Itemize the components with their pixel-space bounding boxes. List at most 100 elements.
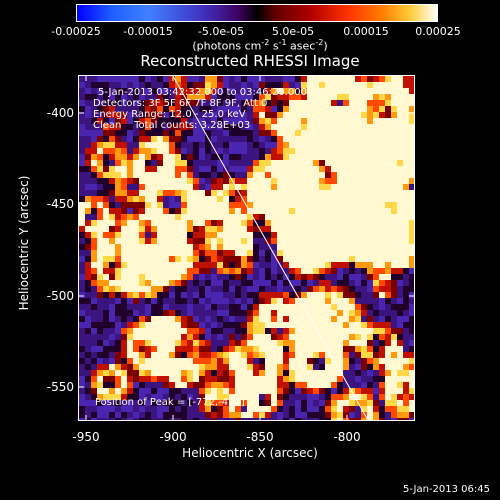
image-pixel — [265, 88, 271, 94]
image-pixel — [151, 268, 157, 274]
image-pixel — [301, 208, 307, 214]
image-pixel — [319, 292, 325, 298]
image-pixel — [361, 178, 367, 184]
image-pixel — [187, 226, 193, 232]
image-pixel — [193, 214, 199, 220]
image-pixel — [361, 328, 367, 334]
image-pixel — [133, 112, 139, 118]
image-pixel — [343, 184, 349, 190]
image-pixel — [85, 220, 91, 226]
image-pixel — [307, 112, 313, 118]
image-pixel — [85, 304, 91, 310]
image-pixel — [133, 172, 139, 178]
image-pixel — [199, 220, 205, 226]
image-pixel — [313, 82, 319, 88]
image-pixel — [379, 196, 385, 202]
image-pixel — [211, 160, 217, 166]
image-pixel — [85, 244, 91, 250]
image-pixel — [223, 202, 229, 208]
image-pixel — [109, 358, 115, 364]
image-pixel — [115, 208, 121, 214]
image-pixel — [115, 262, 121, 268]
image-pixel — [247, 244, 253, 250]
image-pixel — [271, 382, 277, 388]
image-pixel — [145, 388, 151, 394]
image-pixel — [169, 142, 175, 148]
image-pixel — [91, 250, 97, 256]
image-pixel — [247, 298, 253, 304]
image-pixel — [385, 220, 391, 226]
image-pixel — [145, 394, 151, 400]
image-pixel — [307, 220, 313, 226]
image-pixel — [313, 322, 319, 328]
image-pixel — [373, 244, 379, 250]
image-pixel — [211, 412, 217, 418]
image-pixel — [79, 160, 85, 166]
image-pixel — [409, 100, 414, 106]
image-pixel — [337, 358, 343, 364]
image-pixel — [343, 262, 349, 268]
image-pixel — [373, 190, 379, 196]
image-pixel — [301, 418, 307, 420]
image-pixel — [145, 376, 151, 382]
image-pixel — [253, 346, 259, 352]
image-pixel — [403, 310, 409, 316]
image-pixel — [391, 310, 397, 316]
image-pixel — [91, 160, 97, 166]
image-pixel — [163, 208, 169, 214]
image-pixel — [181, 226, 187, 232]
image-pixel — [127, 400, 133, 406]
image-pixel — [241, 226, 247, 232]
image-pixel — [283, 244, 289, 250]
image-pixel — [301, 328, 307, 334]
image-pixel — [127, 214, 133, 220]
image-pixel — [169, 160, 175, 166]
image-pixel — [181, 100, 187, 106]
image-pixel — [253, 286, 259, 292]
image-pixel — [331, 184, 337, 190]
image-pixel — [319, 304, 325, 310]
image-pixel — [157, 310, 163, 316]
image-pixel — [319, 400, 325, 406]
image-pixel — [403, 118, 409, 124]
image-pixel — [139, 280, 145, 286]
image-pixel — [205, 328, 211, 334]
image-pixel — [175, 406, 181, 412]
image-pixel — [151, 328, 157, 334]
image-pixel — [331, 268, 337, 274]
image-pixel — [91, 178, 97, 184]
image-pixel — [319, 334, 325, 340]
image-pixel — [211, 202, 217, 208]
image-pixel — [133, 304, 139, 310]
image-pixel — [277, 226, 283, 232]
image-pixel — [157, 412, 163, 418]
image-pixel — [193, 208, 199, 214]
image-pixel — [367, 100, 373, 106]
image-pixel — [301, 82, 307, 88]
image-pixel — [307, 106, 313, 112]
image-pixel — [295, 166, 301, 172]
image-pixel — [157, 172, 163, 178]
image-pixel — [385, 262, 391, 268]
image-pixel — [187, 250, 193, 256]
image-pixel — [97, 418, 103, 420]
image-pixel — [367, 334, 373, 340]
image-pixel — [187, 100, 193, 106]
image-pixel — [223, 178, 229, 184]
image-pixel — [367, 124, 373, 130]
image-pixel — [223, 418, 229, 420]
image-pixel — [319, 148, 325, 154]
image-pixel — [331, 334, 337, 340]
image-pixel — [181, 274, 187, 280]
image-pixel — [259, 190, 265, 196]
image-pixel — [283, 172, 289, 178]
image-pixel — [91, 274, 97, 280]
image-pixel — [337, 274, 343, 280]
image-pixel — [235, 148, 241, 154]
image-pixel — [301, 100, 307, 106]
image-pixel — [331, 214, 337, 220]
image-pixel — [127, 352, 133, 358]
image-pixel — [229, 208, 235, 214]
image-pixel — [271, 94, 277, 100]
image-pixel — [103, 406, 109, 412]
